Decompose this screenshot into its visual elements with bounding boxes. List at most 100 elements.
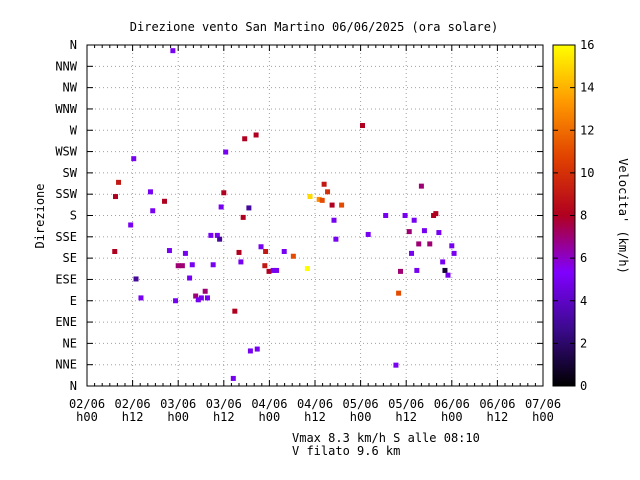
x-tick-label-date: 04/06 (297, 397, 333, 411)
data-point (262, 263, 268, 269)
data-point (449, 243, 455, 249)
colorbar-ticks: 0 2 4 6 8 10 12 14 16 (553, 38, 594, 393)
data-point (331, 217, 337, 223)
data-point (113, 194, 118, 200)
data-point (414, 267, 420, 273)
data-point (258, 244, 264, 250)
data-point (218, 204, 224, 210)
colorbar-tick-label: 2 (580, 336, 587, 350)
data-point (238, 259, 244, 265)
data-point (416, 241, 422, 247)
data-point (290, 253, 296, 259)
x-tick-label-date: 06/06 (434, 397, 470, 411)
data-point (433, 211, 439, 217)
data-point (263, 248, 269, 254)
grid-lines (87, 45, 543, 386)
y-tick-label: S (70, 209, 77, 223)
data-point (451, 250, 457, 256)
data-point (210, 262, 216, 268)
data-point (217, 236, 223, 242)
x-tick-label-hour: h12 (487, 410, 509, 424)
data-points (112, 48, 457, 381)
y-tick-label: WNW (55, 102, 77, 116)
data-point (246, 205, 252, 211)
data-point (133, 276, 139, 282)
y-tick-label: SE (63, 251, 77, 265)
data-point (128, 222, 134, 228)
x-tick-label-date: 05/06 (343, 397, 379, 411)
data-point (409, 250, 415, 256)
y-tick-label: WSW (55, 145, 77, 159)
data-point (223, 149, 229, 155)
y-tick-label: NE (63, 336, 77, 350)
data-point (112, 248, 118, 254)
y-tick-label: NW (63, 81, 78, 95)
data-point (321, 181, 327, 187)
x-tick-label-date: 06/06 (479, 397, 515, 411)
y-tick-label: E (70, 294, 77, 308)
data-point (182, 250, 188, 256)
data-point (418, 183, 424, 189)
y-tick-label: ENE (55, 315, 77, 329)
x-tick-label-date: 03/06 (160, 397, 196, 411)
x-tick-label-hour: h12 (395, 410, 417, 424)
data-point (270, 267, 276, 273)
data-point (396, 290, 402, 296)
data-point (187, 275, 193, 281)
data-point (333, 236, 339, 242)
data-point (360, 123, 365, 129)
data-point (365, 231, 371, 237)
data-point (170, 48, 176, 54)
data-point (221, 190, 227, 196)
colorbar-tick-label: 0 (580, 379, 587, 393)
y-tick-label: N (70, 38, 77, 52)
colorbar-tick-label: 6 (580, 251, 587, 265)
data-point (242, 136, 248, 142)
data-point (274, 267, 280, 273)
data-point (253, 132, 259, 138)
data-point (138, 295, 144, 301)
data-point (445, 272, 451, 278)
footer-vmax: Vmax 8.3 km/h S alle 08:10 (292, 431, 480, 445)
data-point (208, 232, 214, 238)
data-point (436, 230, 442, 236)
x-tick-label-hour: h00 (259, 410, 281, 424)
data-point (411, 217, 417, 223)
x-tick-label-date: 02/06 (69, 397, 105, 411)
data-point (247, 348, 253, 354)
data-point (325, 189, 331, 195)
data-point (440, 259, 446, 265)
x-tick-label-hour: h00 (167, 410, 189, 424)
x-tick-label-date: 03/06 (206, 397, 242, 411)
data-point (179, 263, 185, 269)
data-point (232, 308, 238, 314)
data-point (254, 346, 260, 352)
data-point (402, 213, 408, 218)
data-point (240, 214, 246, 220)
data-point (175, 263, 181, 269)
data-point (214, 232, 220, 238)
x-axis-ticks: 02/06h0002/06h1203/06h0003/06h1204/06h00… (69, 45, 561, 424)
x-tick-label-hour: h12 (122, 410, 144, 424)
colorbar-tick-label: 16 (580, 38, 594, 52)
y-tick-label: NNE (55, 358, 77, 372)
x-tick-label-hour: h12 (304, 410, 326, 424)
x-tick-label-date: 07/06 (525, 397, 561, 411)
data-point (383, 213, 389, 218)
data-point (173, 298, 179, 304)
data-point (131, 156, 137, 162)
data-point (150, 208, 156, 214)
x-tick-label-hour: h12 (213, 410, 235, 424)
x-tick-label-hour: h00 (350, 410, 372, 424)
data-point (116, 179, 122, 185)
data-point (398, 268, 403, 274)
y-tick-label: N (70, 379, 77, 393)
data-point (329, 202, 335, 208)
y-tick-label: W (70, 123, 78, 137)
data-point (421, 228, 427, 234)
y-tick-label: ESE (55, 272, 77, 286)
data-point (393, 362, 399, 368)
x-tick-label-hour: h00 (532, 410, 554, 424)
colorbar-tick-label: 10 (580, 166, 594, 180)
data-point (202, 288, 208, 294)
